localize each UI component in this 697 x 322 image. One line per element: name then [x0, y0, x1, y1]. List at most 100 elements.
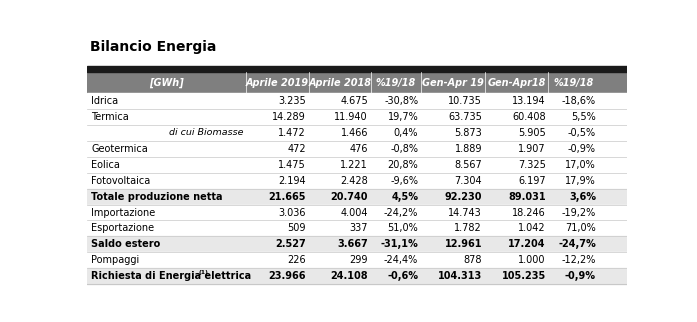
Text: 1.889: 1.889: [454, 144, 482, 154]
Bar: [87, 173, 627, 189]
Text: -12,2%: -12,2%: [562, 255, 596, 265]
Text: -24,7%: -24,7%: [558, 239, 596, 249]
Text: 3.036: 3.036: [278, 207, 306, 217]
Text: Fotovoltaica: Fotovoltaica: [91, 176, 151, 186]
Text: 71,0%: 71,0%: [565, 223, 596, 233]
Text: Geotermica: Geotermica: [91, 144, 148, 154]
Text: -18,6%: -18,6%: [562, 96, 596, 106]
Text: Gen-Apr18: Gen-Apr18: [487, 78, 546, 88]
Text: 6.197: 6.197: [518, 176, 546, 186]
Text: 2.527: 2.527: [275, 239, 306, 249]
Text: 2.428: 2.428: [340, 176, 368, 186]
Text: 4,5%: 4,5%: [391, 192, 418, 202]
Text: 18.246: 18.246: [512, 207, 546, 217]
Text: -30,8%: -30,8%: [384, 96, 418, 106]
Text: 1.042: 1.042: [518, 223, 546, 233]
Text: 11.940: 11.940: [335, 112, 368, 122]
Text: Importazione: Importazione: [91, 207, 155, 217]
Text: 1.472: 1.472: [278, 128, 306, 138]
Text: 8.567: 8.567: [454, 160, 482, 170]
Text: 3,6%: 3,6%: [569, 192, 596, 202]
Text: 92.230: 92.230: [445, 192, 482, 202]
Text: Termica: Termica: [91, 112, 129, 122]
Text: 17,0%: 17,0%: [565, 160, 596, 170]
Text: 7.304: 7.304: [454, 176, 482, 186]
Bar: [87, 141, 627, 157]
Text: 472: 472: [287, 144, 306, 154]
Text: -0,5%: -0,5%: [568, 128, 596, 138]
Bar: [87, 109, 627, 125]
Text: 24.108: 24.108: [330, 271, 368, 281]
Bar: [87, 125, 627, 141]
Text: [GWh]: [GWh]: [149, 78, 184, 88]
Text: 13.194: 13.194: [512, 96, 546, 106]
Text: 14.289: 14.289: [272, 112, 306, 122]
Text: 3.667: 3.667: [337, 239, 368, 249]
Bar: [87, 236, 627, 252]
Text: 1.221: 1.221: [340, 160, 368, 170]
Text: 337: 337: [349, 223, 368, 233]
Text: Aprile 2019: Aprile 2019: [246, 78, 309, 88]
Text: di cui Biomasse: di cui Biomasse: [169, 128, 244, 137]
Text: Saldo estero: Saldo estero: [91, 239, 161, 249]
Text: Richiesta di Energia elettrica: Richiesta di Energia elettrica: [91, 271, 252, 281]
Text: 226: 226: [287, 255, 306, 265]
Text: 19,7%: 19,7%: [388, 112, 418, 122]
Text: 89.031: 89.031: [508, 192, 546, 202]
Bar: [87, 93, 627, 109]
Bar: [87, 72, 627, 93]
Text: -31,1%: -31,1%: [381, 239, 418, 249]
Bar: [87, 221, 627, 236]
Text: 509: 509: [287, 223, 306, 233]
Text: -24,4%: -24,4%: [384, 255, 418, 265]
Text: 1.782: 1.782: [454, 223, 482, 233]
Text: 0,4%: 0,4%: [394, 128, 418, 138]
Text: 299: 299: [349, 255, 368, 265]
Text: 23.966: 23.966: [268, 271, 306, 281]
Text: (1): (1): [199, 270, 208, 275]
Text: %19/18: %19/18: [553, 78, 594, 88]
Text: 5.873: 5.873: [454, 128, 482, 138]
Text: 21.665: 21.665: [268, 192, 306, 202]
Text: Totale produzione netta: Totale produzione netta: [91, 192, 223, 202]
Text: 5.905: 5.905: [518, 128, 546, 138]
Text: 17.204: 17.204: [508, 239, 546, 249]
Text: 104.313: 104.313: [438, 271, 482, 281]
Text: -0,9%: -0,9%: [568, 144, 596, 154]
Text: 105.235: 105.235: [501, 271, 546, 281]
Bar: [87, 66, 627, 72]
Text: 878: 878: [464, 255, 482, 265]
Text: Eolica: Eolica: [91, 160, 121, 170]
Text: -0,8%: -0,8%: [390, 144, 418, 154]
Text: Aprile 2018: Aprile 2018: [308, 78, 372, 88]
Text: Pompaggi: Pompaggi: [91, 255, 139, 265]
Text: 63.735: 63.735: [448, 112, 482, 122]
Text: -24,2%: -24,2%: [384, 207, 418, 217]
Text: -0,9%: -0,9%: [565, 271, 596, 281]
Text: 10.735: 10.735: [448, 96, 482, 106]
Text: 2.194: 2.194: [278, 176, 306, 186]
Text: Esportazione: Esportazione: [91, 223, 155, 233]
Bar: [87, 252, 627, 268]
Text: 17,9%: 17,9%: [565, 176, 596, 186]
Text: -0,6%: -0,6%: [388, 271, 418, 281]
Bar: [87, 157, 627, 173]
Text: 3.235: 3.235: [278, 96, 306, 106]
Text: 12.961: 12.961: [445, 239, 482, 249]
Text: 4.675: 4.675: [340, 96, 368, 106]
Text: 60.408: 60.408: [512, 112, 546, 122]
Text: 20.740: 20.740: [330, 192, 368, 202]
Text: 1.907: 1.907: [518, 144, 546, 154]
Text: Gen-Apr 19: Gen-Apr 19: [422, 78, 484, 88]
Bar: [87, 189, 627, 204]
Text: Bilancio Energia: Bilancio Energia: [90, 40, 216, 54]
Text: 5,5%: 5,5%: [572, 112, 596, 122]
Bar: [87, 204, 627, 221]
Text: 1.000: 1.000: [519, 255, 546, 265]
Bar: [87, 268, 627, 284]
Text: Idrica: Idrica: [91, 96, 118, 106]
Text: 1.475: 1.475: [278, 160, 306, 170]
Text: 20,8%: 20,8%: [388, 160, 418, 170]
Text: -9,6%: -9,6%: [390, 176, 418, 186]
Text: %19/18: %19/18: [376, 78, 416, 88]
